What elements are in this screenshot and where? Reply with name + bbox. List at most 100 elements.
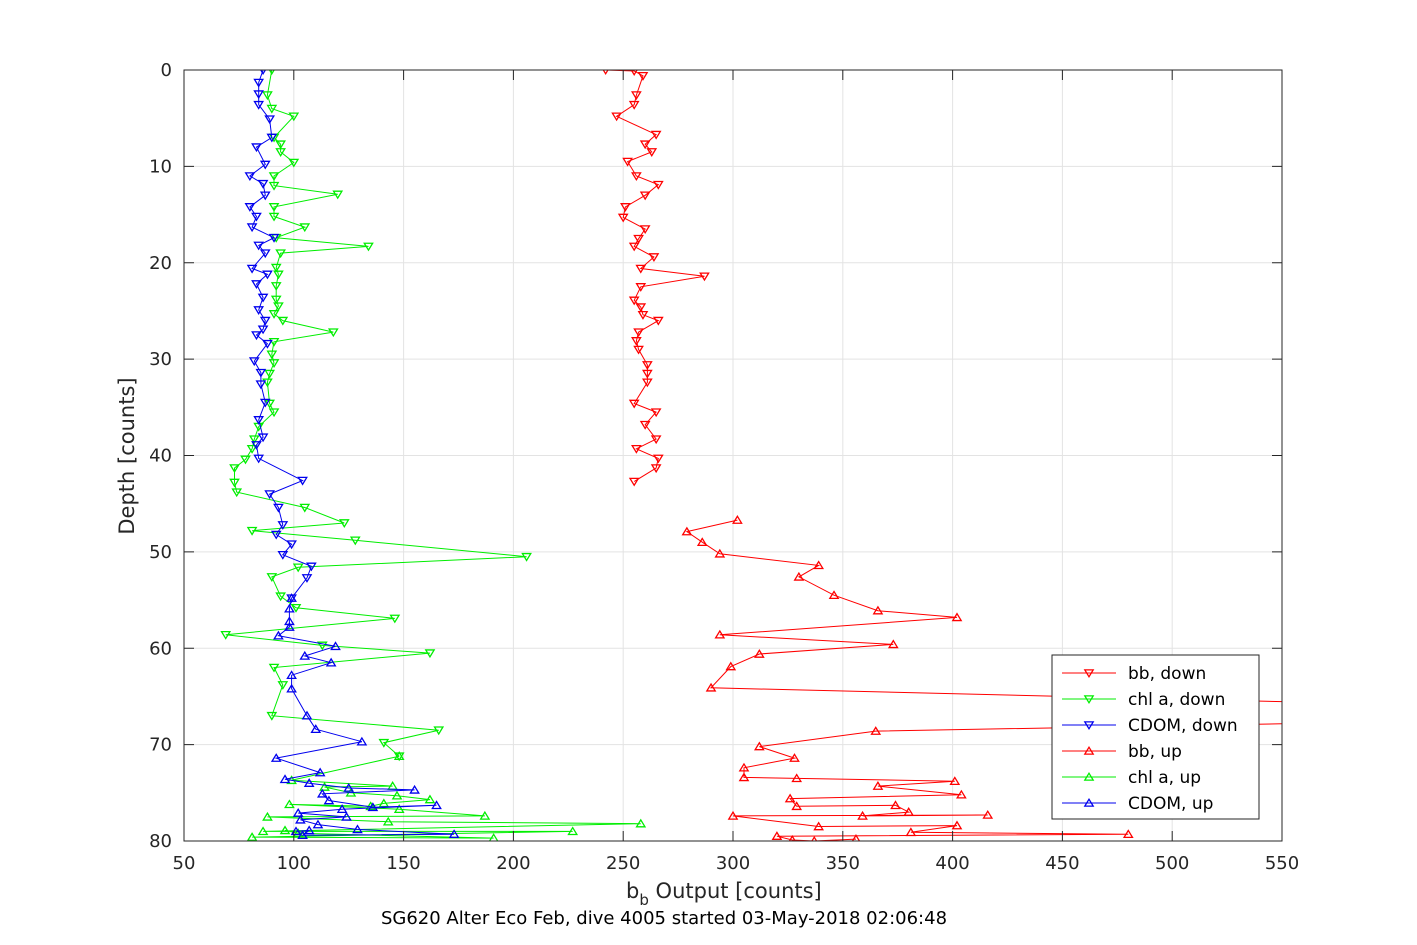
data-point [288, 158, 300, 168]
data-point [639, 140, 651, 150]
data-point [262, 378, 273, 388]
y-tick-label: 0 [161, 60, 172, 81]
data-point [255, 368, 267, 378]
data-point [652, 180, 664, 190]
data-point [633, 345, 644, 355]
x-tick-label: 400 [935, 853, 969, 874]
data-point [650, 464, 662, 474]
legend-marker [1083, 669, 1095, 679]
data-point [268, 310, 280, 319]
data-point [648, 253, 660, 263]
x-tick-label: 200 [496, 853, 530, 874]
data-point [628, 477, 640, 487]
grid [184, 70, 1282, 841]
data-point [262, 91, 273, 101]
y-tick-label: 70 [149, 735, 172, 756]
data-point [699, 272, 710, 282]
data-point [248, 357, 260, 367]
data-point [297, 476, 308, 486]
data-point [310, 724, 322, 734]
data-point [791, 773, 803, 783]
y-axis-label: Depth [counts] [115, 377, 139, 534]
data-point [253, 454, 265, 464]
data-point [1122, 829, 1134, 839]
data-point [813, 821, 824, 831]
data-point [905, 827, 917, 837]
data-point [251, 143, 262, 153]
series-line-bb-down [605, 70, 705, 482]
data-point [299, 650, 311, 660]
data-point [319, 781, 330, 791]
data-point [433, 726, 445, 736]
data-point [268, 172, 280, 182]
data-point [299, 223, 311, 233]
data-point [727, 810, 739, 820]
data-point [275, 148, 286, 157]
legend-entry-label: chl a, up [1128, 768, 1201, 788]
data-point [286, 540, 297, 550]
data-point [262, 270, 273, 280]
data-point [631, 91, 642, 101]
data-point [617, 213, 629, 223]
data-point [262, 811, 273, 821]
data-point [270, 753, 282, 762]
data-point [887, 639, 899, 649]
data-point [257, 179, 269, 189]
data-point [279, 774, 291, 784]
series-chl-a-down [220, 70, 532, 762]
data-point [788, 835, 796, 841]
data-point [253, 100, 265, 110]
data-point [257, 325, 269, 335]
data-point [251, 331, 262, 341]
data-point [650, 130, 662, 140]
data-point [639, 191, 651, 201]
data-point [325, 657, 337, 667]
data-point [257, 433, 269, 443]
data-point [327, 328, 339, 338]
data-point [789, 753, 800, 762]
data-point [431, 800, 442, 810]
data-point [635, 818, 647, 828]
data-point [630, 70, 638, 76]
data-point [732, 515, 743, 524]
data-point [635, 283, 647, 292]
data-point [356, 736, 368, 746]
data-point [352, 824, 363, 834]
data-point [620, 203, 631, 212]
series-bb-up [681, 515, 1282, 841]
x-axis-label-main: b [626, 879, 639, 903]
data-point [273, 270, 284, 280]
data-point [448, 829, 460, 839]
data-point [259, 316, 271, 326]
data-point [639, 225, 651, 235]
data-point [622, 157, 633, 167]
data-point [266, 711, 278, 721]
data-point [292, 828, 304, 838]
data-point [951, 820, 963, 830]
data-point [253, 90, 265, 100]
legend-entry-label: chl a, down [1128, 690, 1225, 710]
data-point [268, 203, 280, 212]
data-point [753, 741, 765, 751]
data-point [628, 242, 640, 252]
data-point [264, 115, 275, 125]
data-point [851, 834, 861, 841]
data-point [295, 814, 306, 824]
y-tick-label: 20 [149, 253, 172, 274]
data-point [246, 832, 258, 841]
x-tick-label: 550 [1265, 853, 1299, 874]
data-point [292, 563, 304, 573]
legend-entry-label: CDOM, down [1128, 716, 1238, 736]
data-point [268, 337, 280, 347]
y-tick-label: 10 [149, 156, 172, 177]
legend-marker [1083, 797, 1095, 807]
data-point [259, 160, 271, 170]
data-point [628, 100, 640, 110]
x-tick-label: 50 [173, 853, 196, 874]
data-point [292, 808, 304, 817]
data-point [312, 819, 324, 829]
data-point [244, 203, 256, 212]
data-point [628, 296, 640, 306]
y-tick-label: 50 [149, 542, 172, 563]
